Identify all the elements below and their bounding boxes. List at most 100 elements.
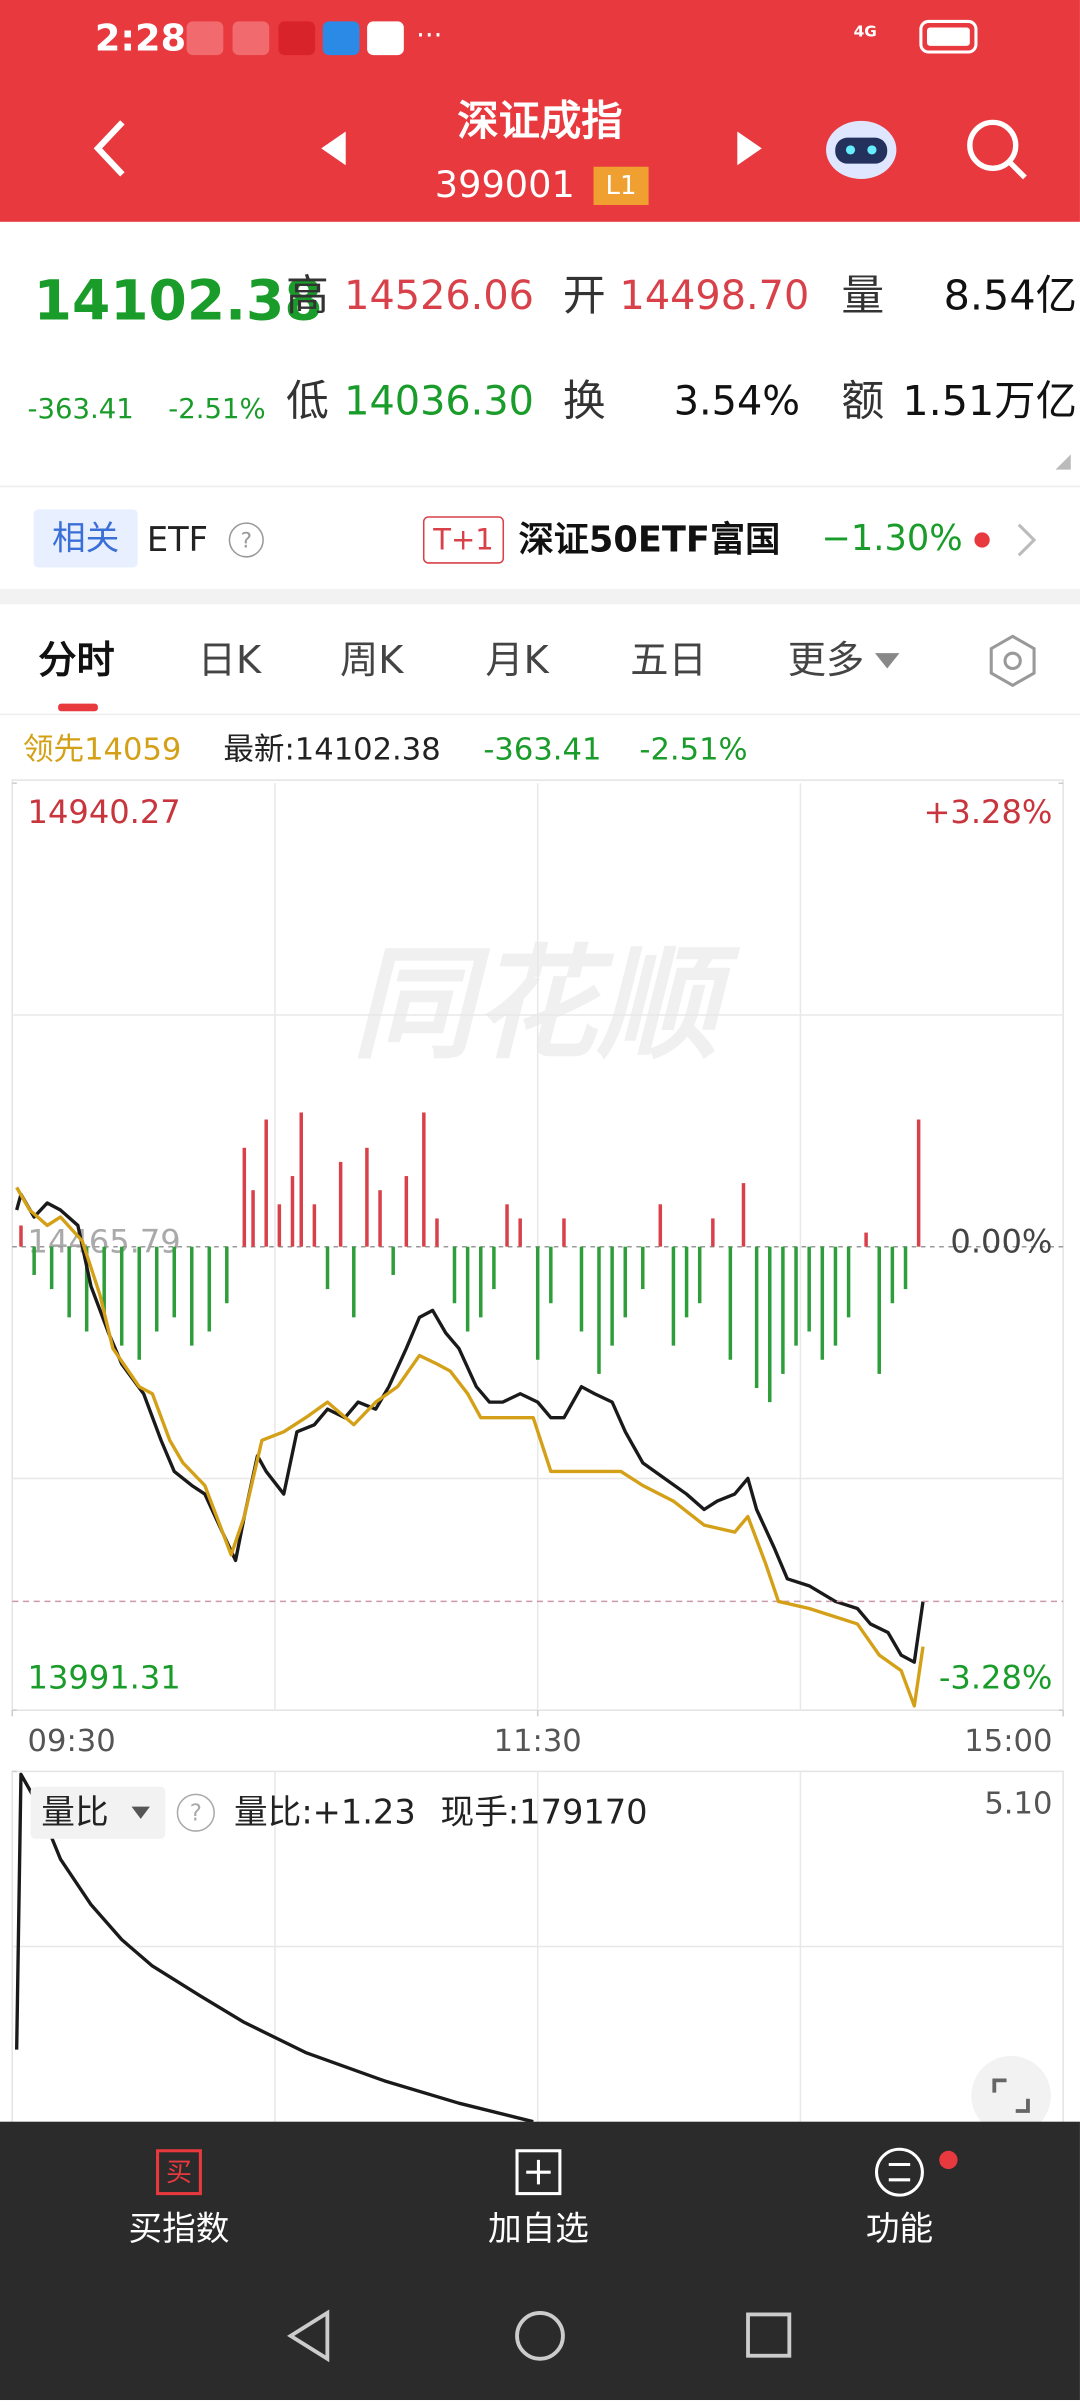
tab[interactable]: 日K [198, 639, 262, 683]
back-button[interactable] [93, 120, 125, 177]
turnover: 3.54% [674, 378, 800, 424]
plots: 09:30 11:30 15:0013991.3114465.7914940.27-… [11, 782, 1064, 2124]
bar [465, 1246, 470, 1332]
bar [190, 1246, 194, 1346]
search-button[interactable] [967, 119, 1019, 171]
label: 开 [563, 271, 606, 321]
more-arrow [874, 653, 900, 669]
bar [378, 1190, 382, 1247]
etf-name[interactable]: 深证50ETF富国 [519, 520, 781, 561]
bar [671, 1246, 676, 1346]
bar [903, 1246, 908, 1290]
bar [864, 1232, 868, 1247]
bar [535, 1246, 540, 1360]
status-icon [232, 21, 270, 56]
amount: 1.51万亿 [902, 377, 1077, 425]
bar [207, 1246, 212, 1332]
next-button[interactable] [737, 131, 762, 166]
bar [754, 1246, 759, 1389]
bar [290, 1176, 295, 1247]
search-handle [1007, 160, 1027, 180]
corner-mark [1055, 454, 1071, 470]
bar [479, 1246, 483, 1318]
bar [32, 1246, 36, 1275]
bar [435, 1218, 439, 1247]
bar [781, 1246, 785, 1374]
bar [352, 1246, 356, 1318]
func-lines [888, 2162, 911, 2182]
ratio-value: 量比:+1.23 [234, 1793, 416, 1832]
battery-level [926, 27, 970, 46]
bar [299, 1112, 303, 1247]
tab[interactable]: 周K [340, 639, 404, 683]
stock-name: 深证成指 [457, 97, 622, 145]
dot [974, 532, 990, 548]
bar [338, 1161, 343, 1247]
y-tick-label: 13991.31 [28, 1659, 181, 1697]
bar [49, 1246, 54, 1290]
help-mark: ? [241, 529, 252, 554]
bar [492, 1246, 496, 1290]
tab[interactable]: 五日 [630, 639, 706, 683]
tab[interactable]: 分时 [38, 639, 114, 683]
bar [225, 1246, 229, 1304]
t1: T+1 [432, 523, 494, 557]
fullscreen-icon [992, 2078, 1030, 2113]
settings-button[interactable] [989, 634, 1036, 688]
func-button[interactable]: 功能 [866, 2209, 933, 2248]
buy-button[interactable]: 买指数 [129, 2209, 230, 2248]
prev-button[interactable] [321, 131, 346, 166]
nav-back[interactable] [287, 2309, 330, 2363]
bar [658, 1204, 663, 1247]
help-icon[interactable] [176, 1793, 215, 1832]
bar [807, 1246, 811, 1332]
bar [684, 1246, 689, 1318]
tab-indicator [58, 703, 98, 712]
line [15, 1186, 925, 1708]
robot-eye [867, 145, 877, 155]
level-text: L1 [606, 171, 637, 201]
help-icon[interactable] [228, 522, 264, 558]
bar [579, 1246, 584, 1332]
etf-change: −1.30% [821, 518, 962, 559]
add-button[interactable]: 加自选 [488, 2209, 589, 2248]
bar [877, 1246, 881, 1374]
help-mark: ? [190, 1801, 202, 1827]
y2-tick-label: 0.00% [950, 1223, 1052, 1261]
bar [325, 1246, 330, 1290]
bar [890, 1246, 895, 1304]
related-badge [33, 509, 138, 568]
bar [137, 1246, 141, 1360]
y2-tick-label: -3.28% [939, 1659, 1053, 1697]
header-bg [0, 0, 1080, 222]
bar [102, 1246, 106, 1318]
tab[interactable]: 月K [485, 639, 549, 683]
buy-icon-box [156, 2149, 202, 2196]
bar [277, 1204, 282, 1247]
tabs: 分时 日K 周K 月K 五日 更多 [38, 639, 864, 683]
status-more: ··· [416, 20, 442, 52]
bar [641, 1246, 645, 1290]
bar [916, 1119, 921, 1247]
nav-recent[interactable] [746, 2312, 792, 2358]
ratio-selector[interactable] [30, 1786, 166, 1839]
bar [452, 1246, 457, 1304]
nav-home[interactable] [515, 2310, 565, 2361]
bar [84, 1246, 89, 1332]
fullscreen-button[interactable] [971, 2055, 1051, 2136]
robot-icon[interactable] [826, 120, 897, 179]
bar [597, 1246, 601, 1374]
lead: 领先14059 [23, 733, 181, 768]
bar [518, 1218, 522, 1247]
hand-value: 现手:179170 [441, 1793, 648, 1832]
y-tick-label: 14940.27 [28, 793, 181, 831]
label: 量 [841, 271, 884, 321]
high: 14526.06 [344, 273, 534, 319]
t1-badge [422, 516, 505, 564]
tab[interactable]: 更多 [788, 639, 864, 683]
bar [768, 1246, 772, 1403]
battery [919, 19, 978, 54]
settings-center [1003, 651, 1022, 671]
plus [526, 2159, 551, 2185]
